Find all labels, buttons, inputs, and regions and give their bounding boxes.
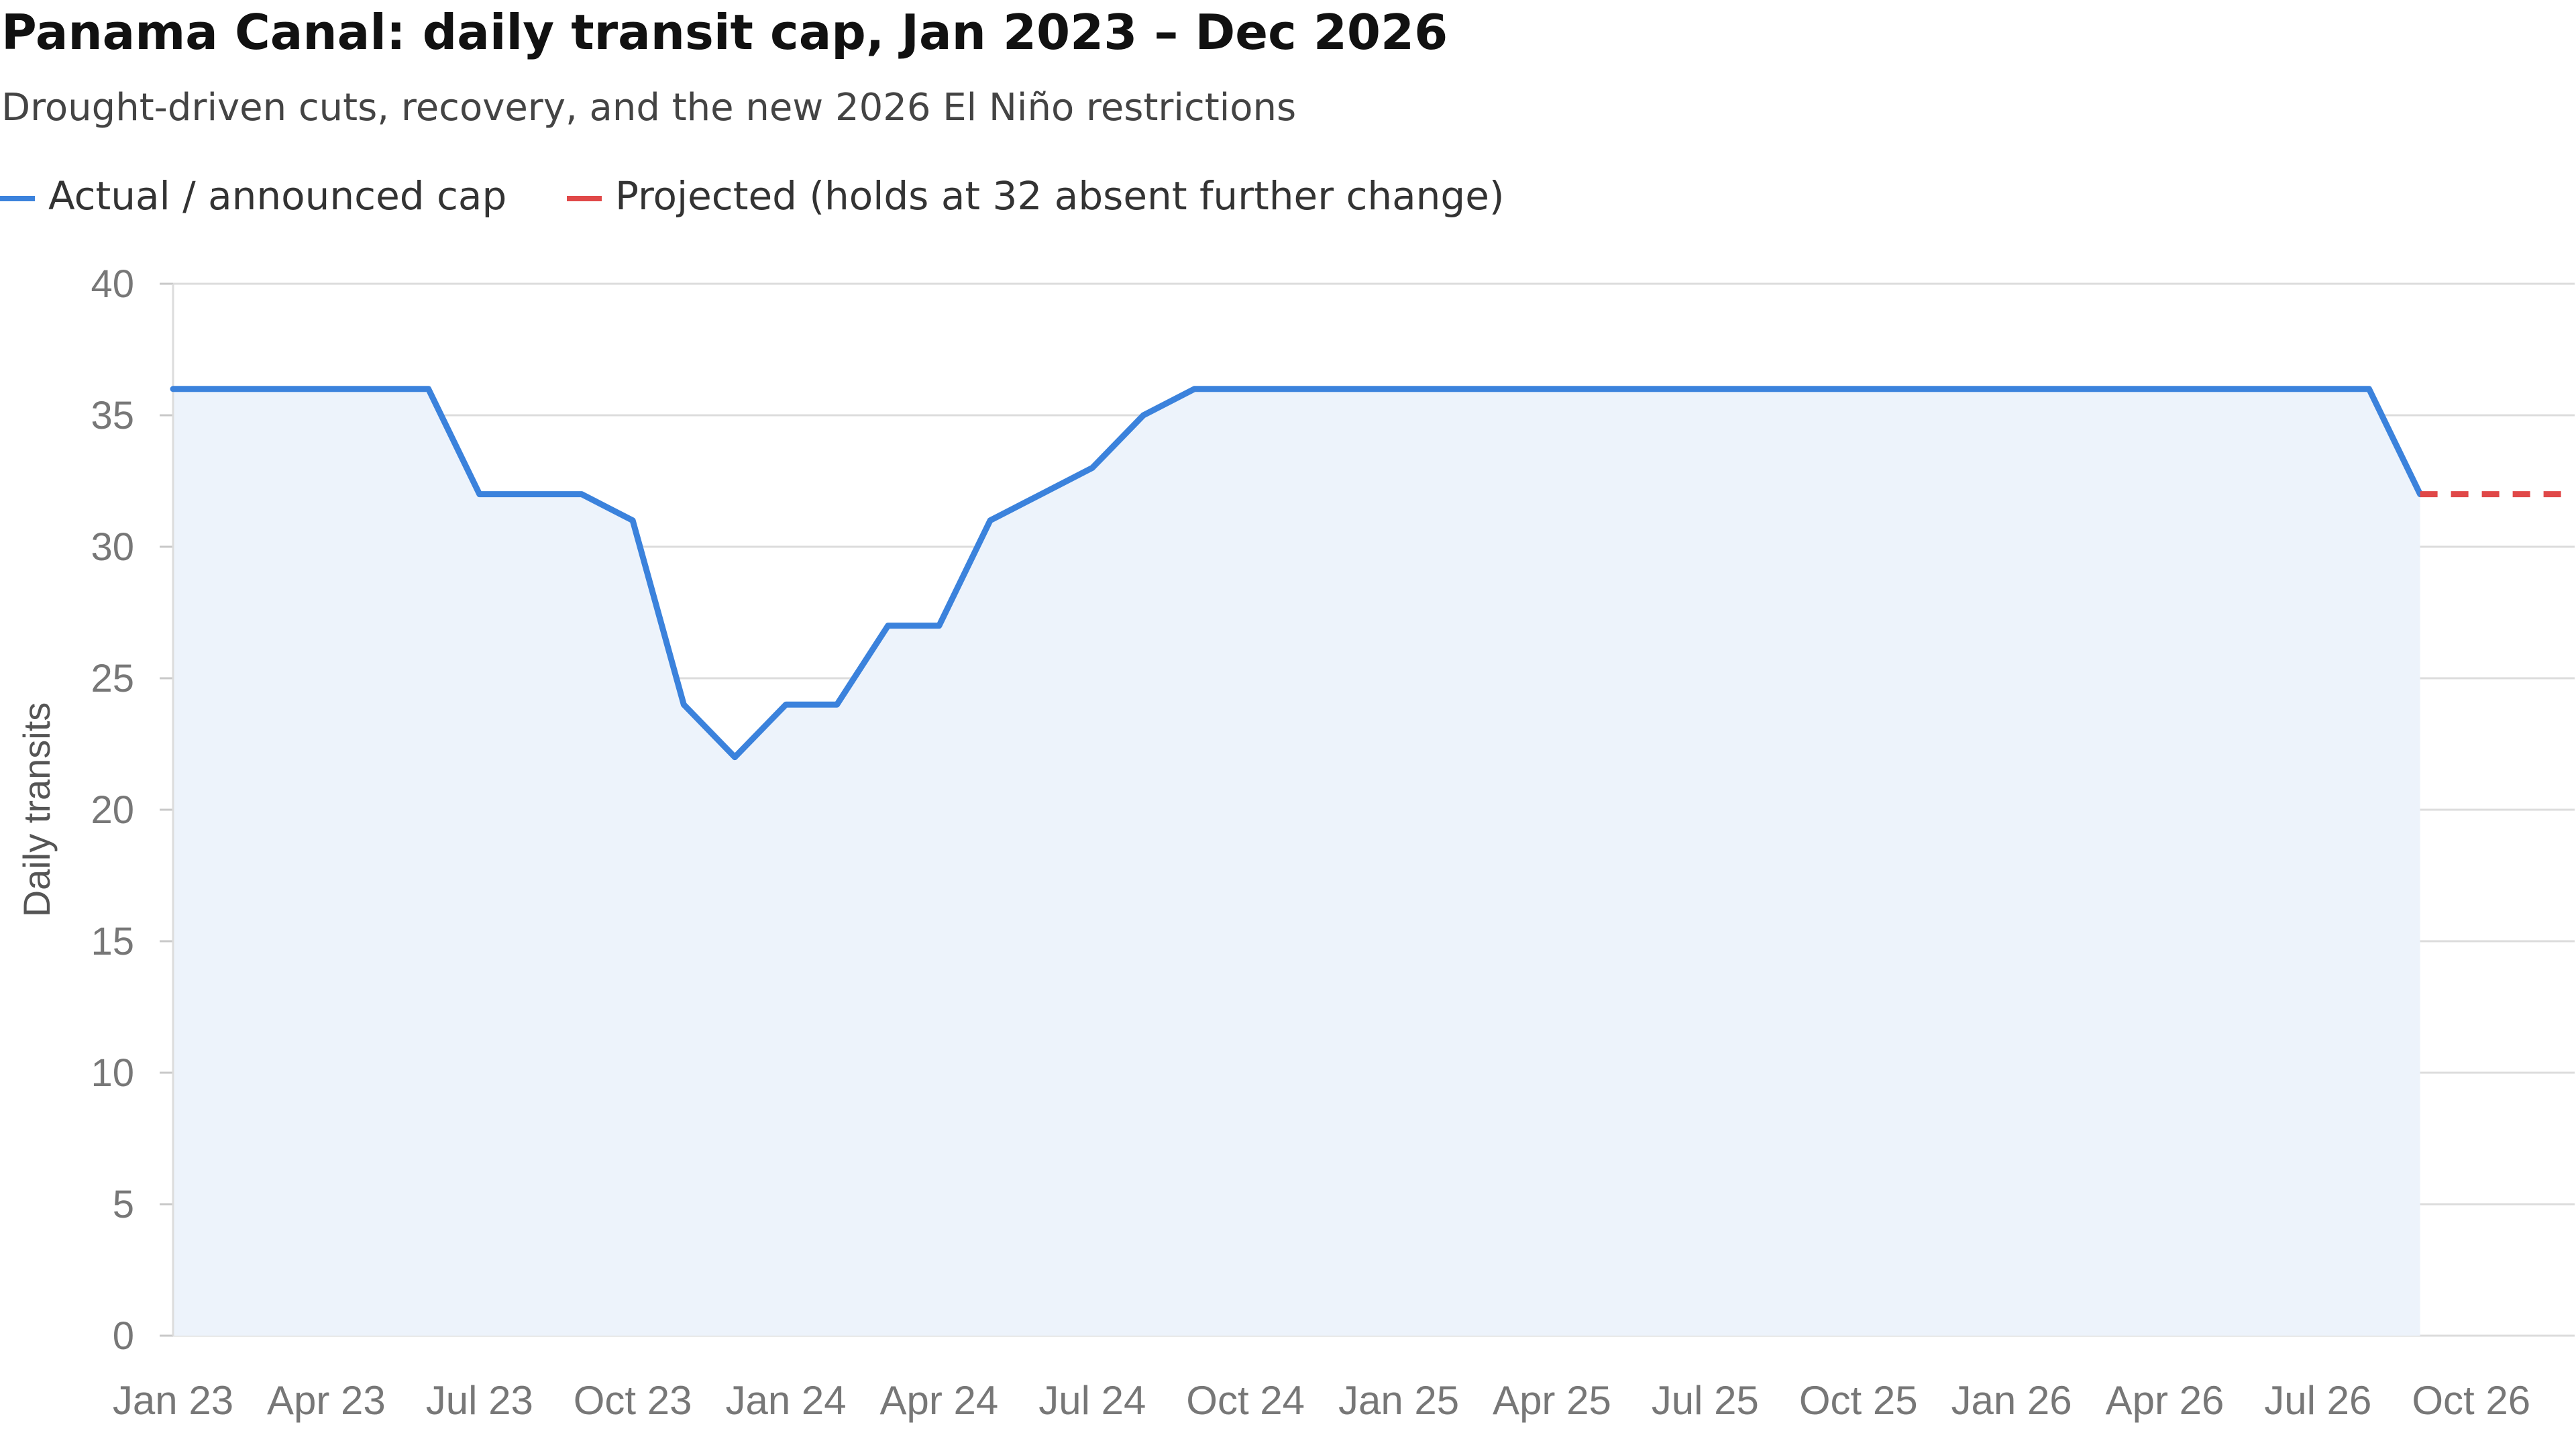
x-tick-label: Apr 24	[880, 1378, 999, 1423]
x-tick-label: Jan 25	[1338, 1378, 1459, 1423]
series-lines	[170, 386, 2573, 761]
area-fill	[173, 388, 2420, 1336]
x-tick-label: Apr 23	[267, 1378, 386, 1423]
y-tick-label: 5	[113, 1183, 134, 1226]
legend-swatch-projected	[567, 196, 602, 201]
x-tick-label: Jul 23	[426, 1378, 533, 1423]
axes	[160, 282, 174, 1337]
chart-subtitle: Drought-driven cuts, recovery, and the n…	[1, 86, 1297, 129]
y-tick-label: 25	[91, 657, 134, 700]
x-tick-label: Apr 25	[1493, 1378, 1611, 1423]
area-fill-0	[173, 388, 2420, 1336]
y-axis-title: Daily transits	[15, 702, 58, 918]
x-tick-label: Oct 23	[574, 1378, 692, 1423]
chart-title: Panama Canal: daily transit cap, Jan 202…	[1, 4, 1448, 60]
x-tick-label: Jan 24	[725, 1378, 846, 1423]
y-tick-label: 35	[91, 394, 134, 437]
x-tick-label: Apr 26	[2106, 1378, 2224, 1423]
y-tick-label: 15	[91, 920, 134, 963]
x-tick-label: Oct 25	[1799, 1378, 1918, 1423]
x-tick-label: Oct 24	[1186, 1378, 1305, 1423]
axis-labels: 0 5 10 15 20 25 30 35 40 Jan 23 Apr 23 Jul 23 Oct 23…	[15, 262, 2530, 1423]
x-tick-label: Oct 26	[2412, 1378, 2530, 1423]
legend-swatch-actual	[0, 196, 35, 201]
x-tick-label: Jan 26	[1951, 1378, 2072, 1423]
legend-label-actual: Actual / announced cap	[48, 173, 507, 219]
x-tick-label: Jul 24	[1038, 1378, 1146, 1423]
x-tick-label: Jul 25	[1652, 1378, 1759, 1423]
y-tick-label: 40	[91, 262, 134, 306]
series-line-actual	[170, 386, 2424, 761]
legend-label-projected: Projected (holds at 32 absent further ch…	[615, 173, 1505, 219]
x-tick-label: Jan 23	[113, 1378, 233, 1423]
y-tick-label: 10	[91, 1051, 134, 1095]
y-tick-label: 20	[91, 788, 134, 832]
y-tick-label: 30	[91, 525, 134, 569]
y-tick-label: 0	[113, 1314, 134, 1358]
x-tick-label: Jul 26	[2264, 1378, 2371, 1423]
